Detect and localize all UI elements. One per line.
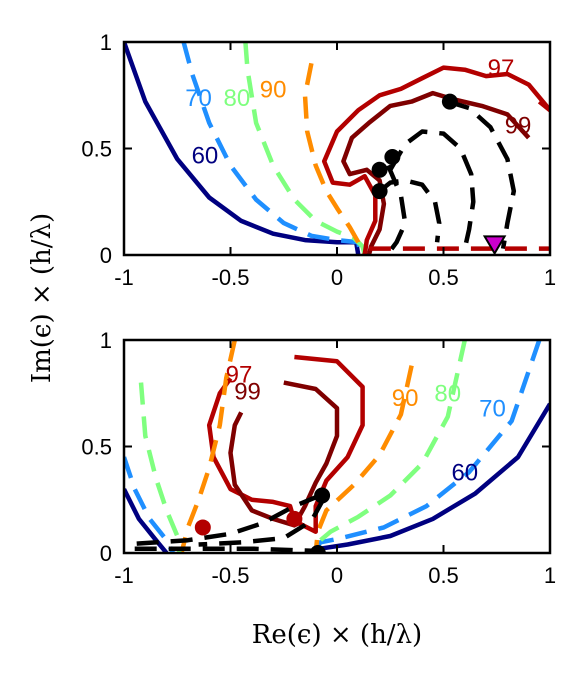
shared-y-axis-label: Im(ϵ) × (h/λ) xyxy=(27,213,57,383)
series-line-80 xyxy=(313,340,467,553)
marker-triangle xyxy=(482,235,507,255)
marker-point xyxy=(384,149,401,166)
marker-point xyxy=(194,519,211,536)
y-tick-label: 0.5 xyxy=(81,137,112,162)
x-tick-label: 0.5 xyxy=(428,563,459,588)
x-tick-label: -0.5 xyxy=(212,563,250,588)
contour-label-99: 99 xyxy=(505,113,532,140)
x-tick-label: 1 xyxy=(544,265,556,290)
marker-point xyxy=(441,93,458,110)
series-line-unlabeled-7 xyxy=(388,129,476,250)
series-line-unlabeled-12 xyxy=(134,546,316,553)
y-tick-label: 1 xyxy=(100,328,112,353)
marker-point xyxy=(309,545,326,553)
contour-label-60: 60 xyxy=(451,460,478,487)
series-line-99 xyxy=(341,90,531,255)
contour-label-70: 70 xyxy=(479,396,506,423)
marker-point xyxy=(314,487,331,504)
contour-label-99: 99 xyxy=(234,379,261,406)
series-line-unlabeled-8 xyxy=(378,178,442,243)
x-tick-label: -1 xyxy=(114,563,134,588)
series-line-unlabeled-7 xyxy=(138,382,182,553)
x-axis-label: Re(ϵ) × (h/λ) xyxy=(252,620,422,650)
contour-label-97: 97 xyxy=(226,362,253,389)
y-tick-label: 1 xyxy=(100,30,112,55)
series-line-unlabeled-11 xyxy=(198,496,327,547)
x-tick-label: 1 xyxy=(544,563,556,588)
marker-point xyxy=(371,183,388,200)
series-line-70 xyxy=(181,42,363,255)
contour-label-60: 60 xyxy=(192,142,219,169)
x-tick-label: 0.5 xyxy=(428,265,459,290)
x-tick-label: 0 xyxy=(331,265,343,290)
series-line-70 xyxy=(313,340,542,553)
plot-area xyxy=(124,340,550,553)
axes-frame xyxy=(122,338,552,555)
contour-label-80: 80 xyxy=(434,381,461,408)
y-tick-label: 0 xyxy=(100,541,112,566)
x-tick-label: 0 xyxy=(331,563,343,588)
series-line-60 xyxy=(314,402,550,553)
series-line-90 xyxy=(302,62,365,255)
y-tick-label: 0 xyxy=(100,243,112,268)
x-tick-label: -0.5 xyxy=(212,265,250,290)
top-panel: 60 70 80 90 97 99 -1 -0.5 0 0.5 1 0 0.5 1 xyxy=(81,30,556,290)
series-line-unlabeled-10 xyxy=(124,493,321,547)
contour-label-90: 90 xyxy=(392,385,419,412)
series-line-unlabeled-9 xyxy=(386,164,408,253)
x-tick-label: -1 xyxy=(114,265,134,290)
series-line-80 xyxy=(243,42,367,255)
series-line-unlabeled-6 xyxy=(447,99,517,249)
contour-label-80: 80 xyxy=(224,85,251,112)
series-line-unlabeled-9 xyxy=(124,488,169,553)
contour-label-97: 97 xyxy=(488,55,515,82)
y-tick-label: 0.5 xyxy=(81,435,112,460)
contour-label-90: 90 xyxy=(260,76,287,103)
series-line-90 xyxy=(313,365,414,553)
marker-point xyxy=(371,161,388,178)
plot-area xyxy=(124,42,550,255)
contour-label-70: 70 xyxy=(185,85,212,112)
marker-point xyxy=(286,510,303,527)
series-line-unlabeled-6 xyxy=(179,340,237,553)
